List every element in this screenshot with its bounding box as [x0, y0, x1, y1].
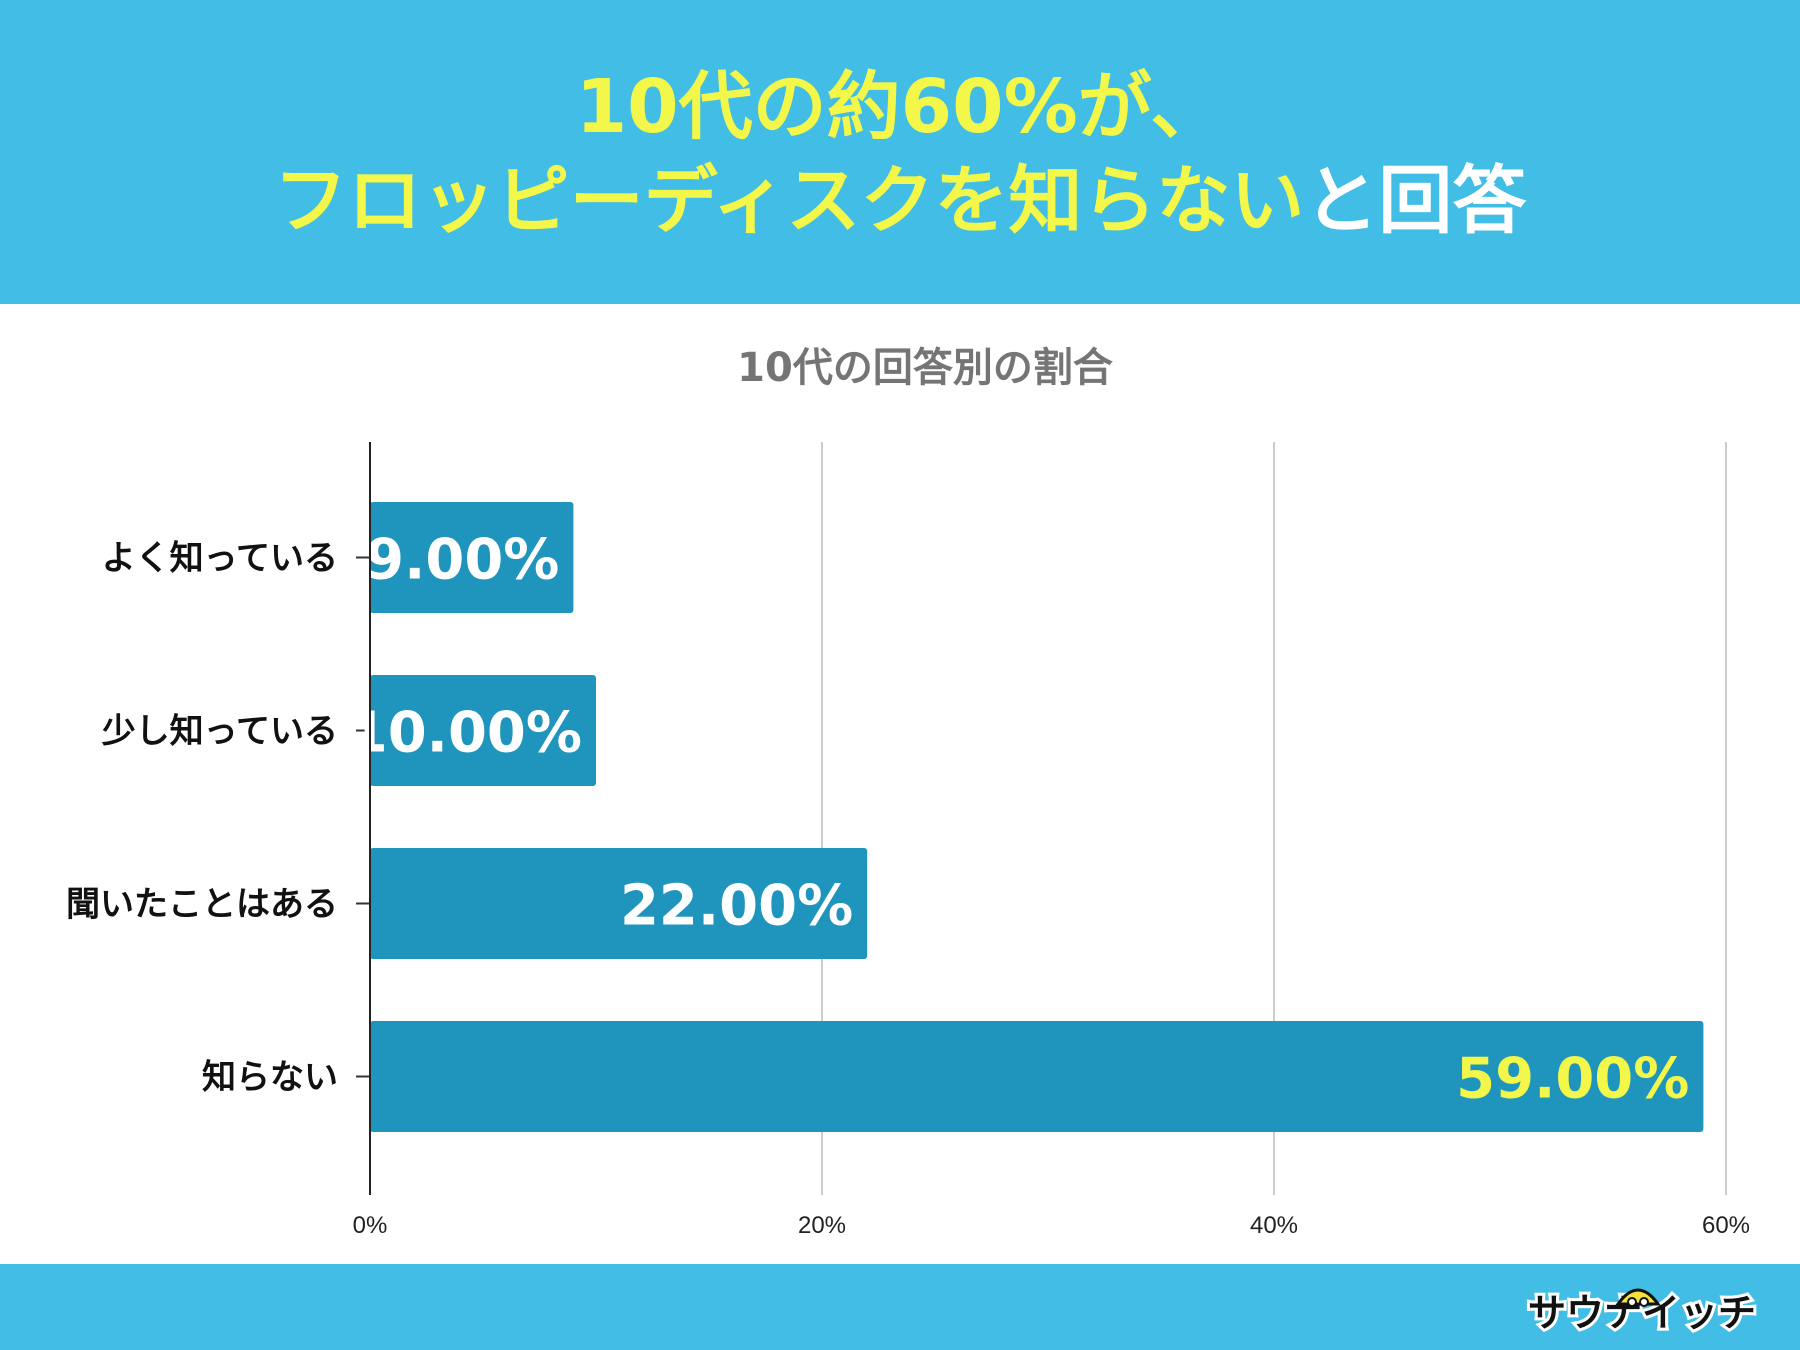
- x-tick-label-0: 0%: [353, 1212, 388, 1239]
- x-tick-label-40: 40%: [1250, 1212, 1298, 1239]
- headline-line-1-text: 10代の約60%が、: [575, 64, 1225, 150]
- headline-line-2-part-1: フロッピーディスクを知らない: [273, 158, 1305, 244]
- bar-2: [370, 675, 596, 786]
- bar-1: [370, 502, 574, 613]
- headline-line-2: フロッピーディスクを知らないと回答: [0, 156, 1800, 246]
- category-label-4: 知らない: [202, 1058, 338, 1098]
- x-tick-label-20: 20%: [798, 1212, 846, 1239]
- category-label-3: 聞いたことはある: [66, 885, 338, 925]
- value-label-2: 10.00%: [349, 701, 582, 766]
- bar-4: [370, 1021, 1704, 1132]
- headline-line-1: 10代の約60%が、: [0, 62, 1800, 152]
- chart-title: 10代の回答別の割合: [737, 345, 1113, 391]
- headline-line-2-part-2: と回答: [1304, 158, 1527, 244]
- value-label-1: 9.00%: [365, 528, 559, 593]
- category-label-2: 少し知っている: [102, 712, 338, 752]
- value-label-3: 22.00%: [620, 874, 853, 939]
- category-label-1: よく知っている: [102, 539, 338, 579]
- footer-banner: [0, 1264, 1800, 1350]
- sauna-hat-mascot-icon: [1615, 1288, 1661, 1307]
- header-banner: 10代の約60%が、 フロッピーディスクを知らないと回答: [0, 0, 1800, 304]
- brand-logo: サウナイッチ: [1525, 1288, 1759, 1338]
- bar-3: [370, 848, 868, 959]
- x-tick-label-60: 60%: [1702, 1212, 1750, 1239]
- value-label-4: 59.00%: [1456, 1047, 1689, 1112]
- bar-chart: 0% 20% 40% 60% よく知っている 9.00% 少し知っている 10.00% 聞いたこ…: [66, 442, 1750, 1239]
